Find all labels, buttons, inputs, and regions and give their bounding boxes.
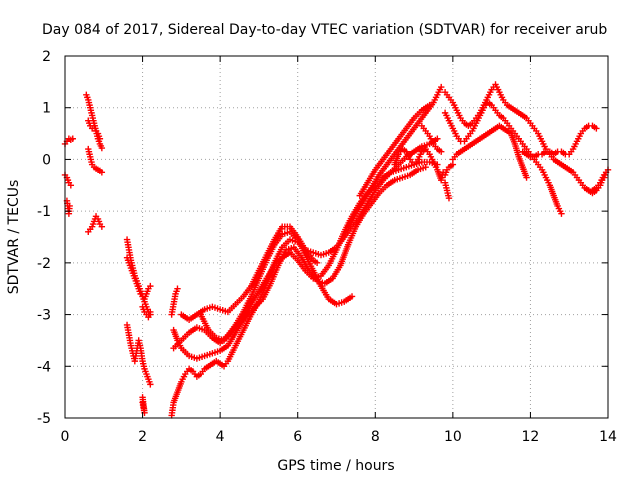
series-track-29 bbox=[585, 166, 612, 197]
data-marks bbox=[61, 81, 612, 419]
plus-markers bbox=[449, 122, 530, 181]
plus-markers bbox=[356, 101, 433, 199]
y-tick-label: 0 bbox=[42, 152, 51, 168]
series-track-04 bbox=[83, 91, 106, 152]
y-tick-label: -5 bbox=[37, 411, 51, 427]
series-track-22 bbox=[418, 122, 445, 155]
series-track-16 bbox=[168, 285, 181, 318]
plus-markers bbox=[391, 145, 447, 184]
series-track-18 bbox=[197, 163, 429, 344]
x-axis-label: GPS time / hours bbox=[277, 458, 394, 474]
series-track-02 bbox=[61, 171, 75, 189]
series-track-23 bbox=[441, 179, 453, 202]
plus-markers bbox=[85, 117, 104, 142]
plus-markers bbox=[585, 166, 612, 197]
y-tick-label: 1 bbox=[42, 101, 51, 117]
plus-markers bbox=[178, 223, 321, 323]
series-track-06 bbox=[85, 145, 106, 176]
plus-markers bbox=[83, 91, 106, 152]
plus-markers bbox=[418, 122, 445, 155]
series-track-07 bbox=[85, 213, 106, 236]
series-track-11 bbox=[139, 303, 154, 321]
plot-frame bbox=[64, 55, 609, 419]
plus-markers bbox=[61, 135, 76, 148]
plus-markers bbox=[61, 171, 75, 189]
plus-markers bbox=[139, 303, 154, 321]
y-tick-label: -3 bbox=[37, 308, 51, 324]
series-track-08 bbox=[123, 236, 154, 318]
x-axis-ticks: 0 2 4 6 8 10 12 14 bbox=[61, 56, 617, 445]
chart-title: Day 084 of 2017, Sidereal Day-to-day VTE… bbox=[42, 22, 607, 38]
y-axis-label: SDTVAR / TECUs bbox=[6, 180, 22, 295]
series-track-27 bbox=[441, 161, 457, 179]
plus-markers bbox=[168, 285, 181, 318]
plus-markers bbox=[123, 321, 154, 388]
series-track-26 bbox=[449, 122, 530, 181]
plus-markers bbox=[441, 161, 457, 179]
plus-markers bbox=[85, 145, 106, 176]
y-tick-label: -1 bbox=[37, 204, 51, 220]
x-tick-label: 2 bbox=[138, 429, 147, 445]
plus-markers bbox=[197, 163, 429, 344]
plus-markers bbox=[441, 179, 453, 202]
plus-markers bbox=[519, 122, 600, 161]
series-track-20 bbox=[356, 101, 433, 199]
x-tick-label: 14 bbox=[599, 429, 617, 445]
x-tick-label: 8 bbox=[371, 429, 380, 445]
y-tick-label: -4 bbox=[37, 359, 51, 375]
plus-markers bbox=[123, 254, 154, 303]
y-tick-label: 2 bbox=[42, 49, 51, 65]
plus-markers bbox=[139, 394, 148, 417]
series-track-10 bbox=[123, 321, 154, 388]
y-tick-label: -2 bbox=[37, 256, 51, 272]
x-tick-label: 6 bbox=[293, 429, 302, 445]
series-track-01 bbox=[61, 135, 76, 148]
series-track-28 bbox=[519, 122, 600, 161]
series-track-21 bbox=[391, 145, 447, 184]
series-track-05 bbox=[85, 117, 104, 142]
series-track-12 bbox=[139, 394, 148, 417]
plus-markers bbox=[85, 213, 106, 236]
x-tick-label: 0 bbox=[61, 429, 70, 445]
plus-markers bbox=[123, 236, 154, 318]
grid-lines bbox=[65, 56, 608, 418]
y-axis-ticks: -5 -4 -3 -2 -1 0 1 2 bbox=[37, 49, 608, 427]
x-tick-label: 4 bbox=[216, 429, 225, 445]
x-tick-label: 12 bbox=[522, 429, 540, 445]
series-track-09 bbox=[123, 254, 154, 303]
series-track-17 bbox=[178, 223, 321, 323]
x-tick-label: 10 bbox=[444, 429, 462, 445]
